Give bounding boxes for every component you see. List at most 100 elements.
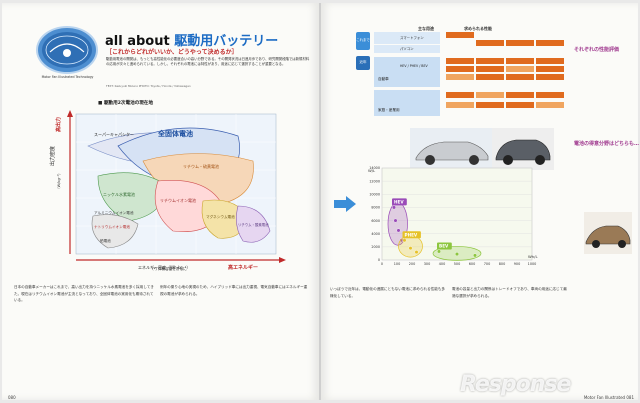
data-point	[396, 228, 401, 233]
folio-right: Motor Fan Illustrated 081	[583, 395, 634, 400]
hi-output-label: 高出力	[55, 117, 62, 132]
folio-left: 080	[8, 395, 16, 400]
page-subtitle: ［これからどれがいいか、どうやって決めるか］	[106, 49, 238, 56]
y-tick-label: 14000	[369, 166, 380, 170]
figure-title: ■ 駆動用2次電池の現在地	[98, 101, 154, 106]
y-arrowhead	[67, 110, 73, 117]
series-label-bg	[392, 198, 407, 206]
section-head-strength: 電池の得意分野はどちらも…	[574, 141, 640, 147]
label-mg: マグネシウム電池	[206, 214, 235, 219]
y-tick-label: 12000	[369, 179, 380, 183]
perf-cell	[536, 58, 564, 64]
credit-line: TEXT: Kazuyuki Mizuno PHOTO: Toyota / Ho…	[106, 84, 191, 88]
uses-tag-recent: 近年	[356, 56, 370, 70]
perf-cell	[506, 102, 534, 108]
perf-cell	[446, 58, 474, 64]
x-tick-label: 600	[469, 262, 475, 266]
x-tick-label: 300	[424, 262, 430, 266]
lead-paragraph: 駆動用電池の開発は、もっとも高性能化の必要度合いの高い分野である。その開発状況は…	[106, 57, 310, 66]
perf-cell	[536, 102, 564, 108]
perf-cell	[536, 92, 564, 98]
x-tick-label: 100	[394, 262, 400, 266]
perf-cell	[506, 40, 534, 46]
uses-label-car: 自動車	[378, 77, 389, 81]
car-photo-1	[410, 128, 494, 168]
uses-row-car	[374, 57, 440, 87]
x-axis-label: エネルギー密度（Wh·kg⁻¹）	[138, 264, 190, 270]
perf-cell	[446, 66, 474, 72]
data-point	[392, 205, 397, 210]
perf-cell	[536, 74, 564, 80]
car-photo-2	[492, 128, 554, 170]
badge-caption: Motor Fan Illustrated Technology	[41, 75, 94, 79]
energy-power-scatter: 0 2000 4000 6000 8000 10000 12000 14000 0 100 200 3…	[368, 166, 538, 266]
perf-cell	[476, 92, 504, 98]
perf-cell	[476, 40, 504, 46]
x-tick-label: 400	[439, 262, 445, 266]
x-tick-label: 800	[499, 262, 505, 266]
uses-sub-car: HEV / PHEV / BEV	[400, 64, 428, 68]
x-tick-label: 0	[381, 262, 383, 266]
figure-note: （*) 体積容量をおもに	[150, 267, 187, 271]
perf-cell	[536, 66, 564, 72]
uses-label-home: 家庭・産業用	[378, 108, 400, 112]
perf-cell	[476, 74, 504, 80]
data-point	[414, 250, 419, 255]
perf-cell	[506, 74, 534, 80]
uses-label-phone: スマートフォン	[400, 36, 424, 40]
scatter-plot-area	[381, 167, 533, 261]
series-logo-badge	[38, 28, 96, 72]
x-tick-label: 500	[454, 262, 460, 266]
label-li-o2: リチウム・酸素電池	[238, 222, 269, 227]
x-tick-label: 200	[409, 262, 415, 266]
scatter-x-label: Wh/L	[528, 254, 538, 259]
y-tick-label: 6000	[371, 219, 380, 223]
perf-cell	[506, 58, 534, 64]
right-body-col2: 電池の容量と出力の関係はトレードオフであり、車両の用途に応じて最適な選択が求めら…	[452, 287, 567, 298]
flow-arrow-icon	[334, 196, 356, 212]
y-tick-label: 0	[378, 258, 380, 262]
battery-map-figure: スーパーキャパシター 全固体電池 リチウム・硫黄電池 ニッケル水素電池 リチウム…	[49, 110, 286, 271]
hi-energy-label: 高エネルギー	[228, 264, 258, 271]
y-tick-label: 2000	[371, 245, 380, 249]
series-label: PHEV	[405, 232, 418, 237]
x-tick-label: 1000	[528, 262, 537, 266]
uses-label-pc: パソコン	[400, 47, 414, 51]
label-li-ion: リチウムイオン電池	[160, 197, 196, 203]
data-point	[454, 252, 459, 257]
uses-tag-past: これまで	[356, 32, 370, 50]
data-point	[472, 253, 477, 258]
label-supercap: スーパーキャパシター	[94, 131, 134, 137]
uses-table: 主な用途 求められる性能 これまで 近年 スマートフォン パソコン 自動車 HE…	[356, 26, 568, 122]
series-label-bg	[402, 231, 421, 239]
left-body-col2: 例年の乗り心地の実現のため、ハイブリッド車には出力重視、電気自動車にはエネルギー…	[160, 285, 308, 296]
response-watermark: Response	[460, 372, 571, 397]
perf-cell	[446, 102, 474, 108]
perf-cell	[506, 66, 534, 72]
page-gutter	[319, 3, 321, 400]
region-lead	[91, 214, 139, 249]
page-title: all about 駆動用バッテリー	[105, 30, 278, 49]
uses-header-2: 求められる性能	[464, 26, 492, 31]
series-label-bg	[437, 242, 452, 250]
y-tick-label: 4000	[371, 232, 380, 236]
perf-cell	[476, 102, 504, 108]
series-label: BEV	[439, 243, 449, 248]
title-accent: 駆動用バッテリー	[174, 34, 279, 49]
left-body-col1: 日本の自動車メーカーはこれまで、高い出力を持つニッケル水素電池を多く採用してきた…	[14, 285, 154, 303]
x-tick-label: 900	[514, 262, 520, 266]
label-na-ion: ナトリウムイオン電池	[94, 224, 130, 229]
car-photo-3	[584, 212, 632, 254]
perf-cell	[446, 32, 474, 38]
uses-row-phone	[374, 32, 440, 44]
y-axis-unit: （W/kg⁻¹）	[56, 171, 61, 191]
perf-cell	[536, 40, 564, 46]
perf-cell	[446, 92, 474, 98]
perf-cell	[446, 74, 474, 80]
x-arrowhead	[279, 257, 286, 263]
label-li-s: リチウム・硫黄電池	[183, 163, 219, 169]
data-point	[402, 238, 407, 243]
uses-row-pc	[374, 45, 440, 53]
perf-cell	[476, 58, 504, 64]
title-prefix: all about	[105, 34, 175, 49]
